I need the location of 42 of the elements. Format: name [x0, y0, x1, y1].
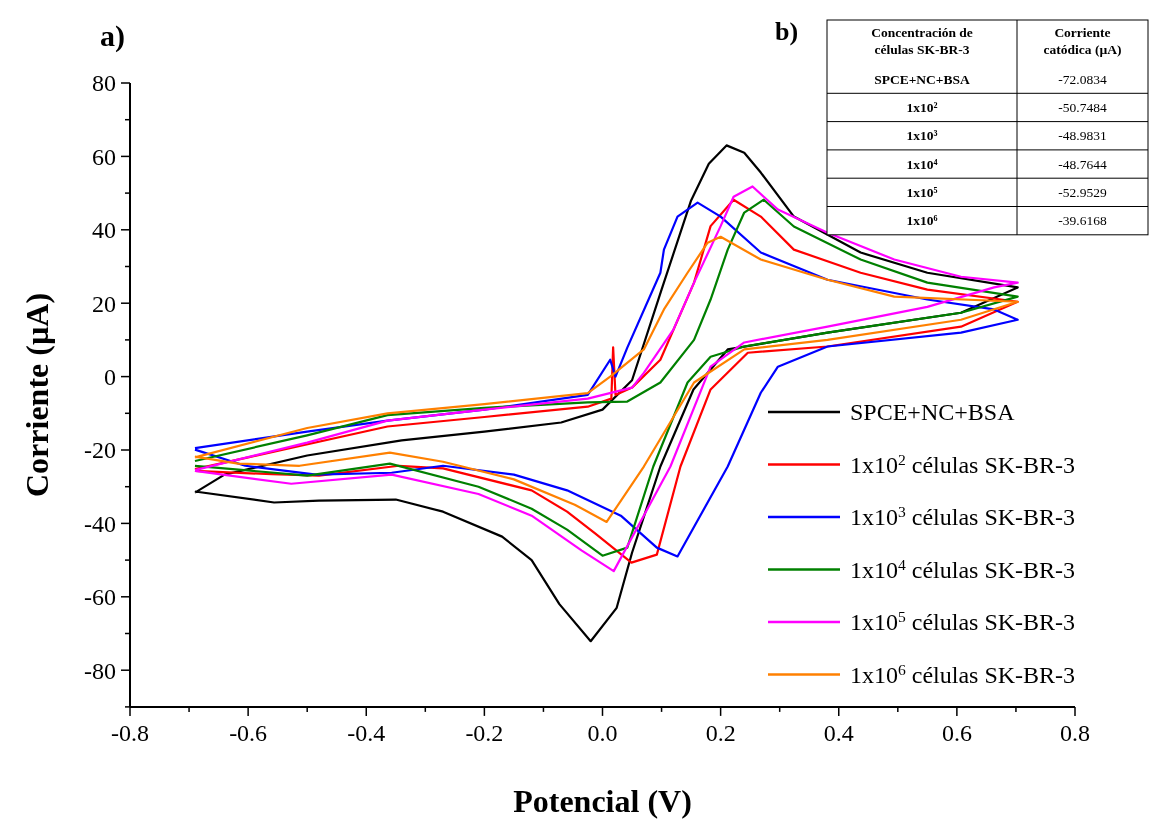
legend-label: 1x10$^{2}$ células SK-BR-3	[850, 450, 1076, 478]
text: b)	[775, 17, 799, 46]
chart-title: a)	[100, 19, 125, 53]
y-tick-label: -20	[84, 437, 116, 464]
category-label: SPCE+NC+BSA	[874, 71, 971, 87]
category-label: 1x10⁵	[906, 185, 938, 201]
text: Concentración de células SK-BR-3	[871, 25, 973, 57]
legend-label: 1x10$^{6}$ células SK-BR-3	[850, 660, 1076, 688]
y-tick-label: 40	[92, 217, 116, 244]
category-label: 1x10⁴	[906, 156, 938, 172]
x-tick-label: 0.2	[705, 719, 736, 746]
y-tick-label: -40	[84, 510, 116, 537]
y-tick-label: 20	[92, 290, 116, 317]
x-tick-label: 0.8	[1060, 719, 1090, 746]
legend-label: 1x10$^{4}$ células SK-BR-3	[850, 555, 1076, 583]
category-label: 1x10⁶	[906, 213, 938, 229]
x-tick-label: -0.4	[347, 719, 386, 746]
data-label: -39.6168	[1058, 213, 1107, 229]
legend-label: 1x10$^{3}$ células SK-BR-3	[850, 502, 1076, 531]
data-label: -50.7484	[1058, 100, 1107, 116]
y-tick-label: 60	[92, 143, 116, 170]
text: Corriente catódica (µA)	[1043, 25, 1122, 57]
x-tick-label: 0.6	[941, 719, 972, 746]
x-tick-label: -0.8	[111, 719, 149, 746]
category-label: 1x10³	[906, 128, 938, 144]
y-tick-label: -80	[84, 657, 116, 684]
category-label: 1x10²	[906, 100, 938, 116]
y-axis-title: Corriente (µA)	[19, 292, 55, 498]
x-tick-label: 0.0	[587, 719, 618, 746]
y-tick-label: 0	[104, 364, 116, 390]
data-label: -52.9529	[1058, 185, 1107, 201]
x-axis-title: Potencial (V)	[513, 783, 692, 819]
data-label: -72.0834	[1058, 71, 1107, 87]
x-tick-label: -0.6	[229, 719, 268, 746]
data-label: -48.9831	[1058, 128, 1107, 144]
legend-label: SPCE+NC+BSA	[850, 399, 1016, 426]
y-tick-label: -60	[84, 584, 116, 611]
x-tick-label: -0.2	[465, 719, 504, 746]
y-tick-label: 80	[92, 70, 116, 97]
data-label: -48.7644	[1058, 156, 1107, 172]
legend-label: 1x10$^{5}$ células SK-BR-3	[850, 607, 1076, 636]
x-tick-label: 0.4	[823, 719, 854, 746]
